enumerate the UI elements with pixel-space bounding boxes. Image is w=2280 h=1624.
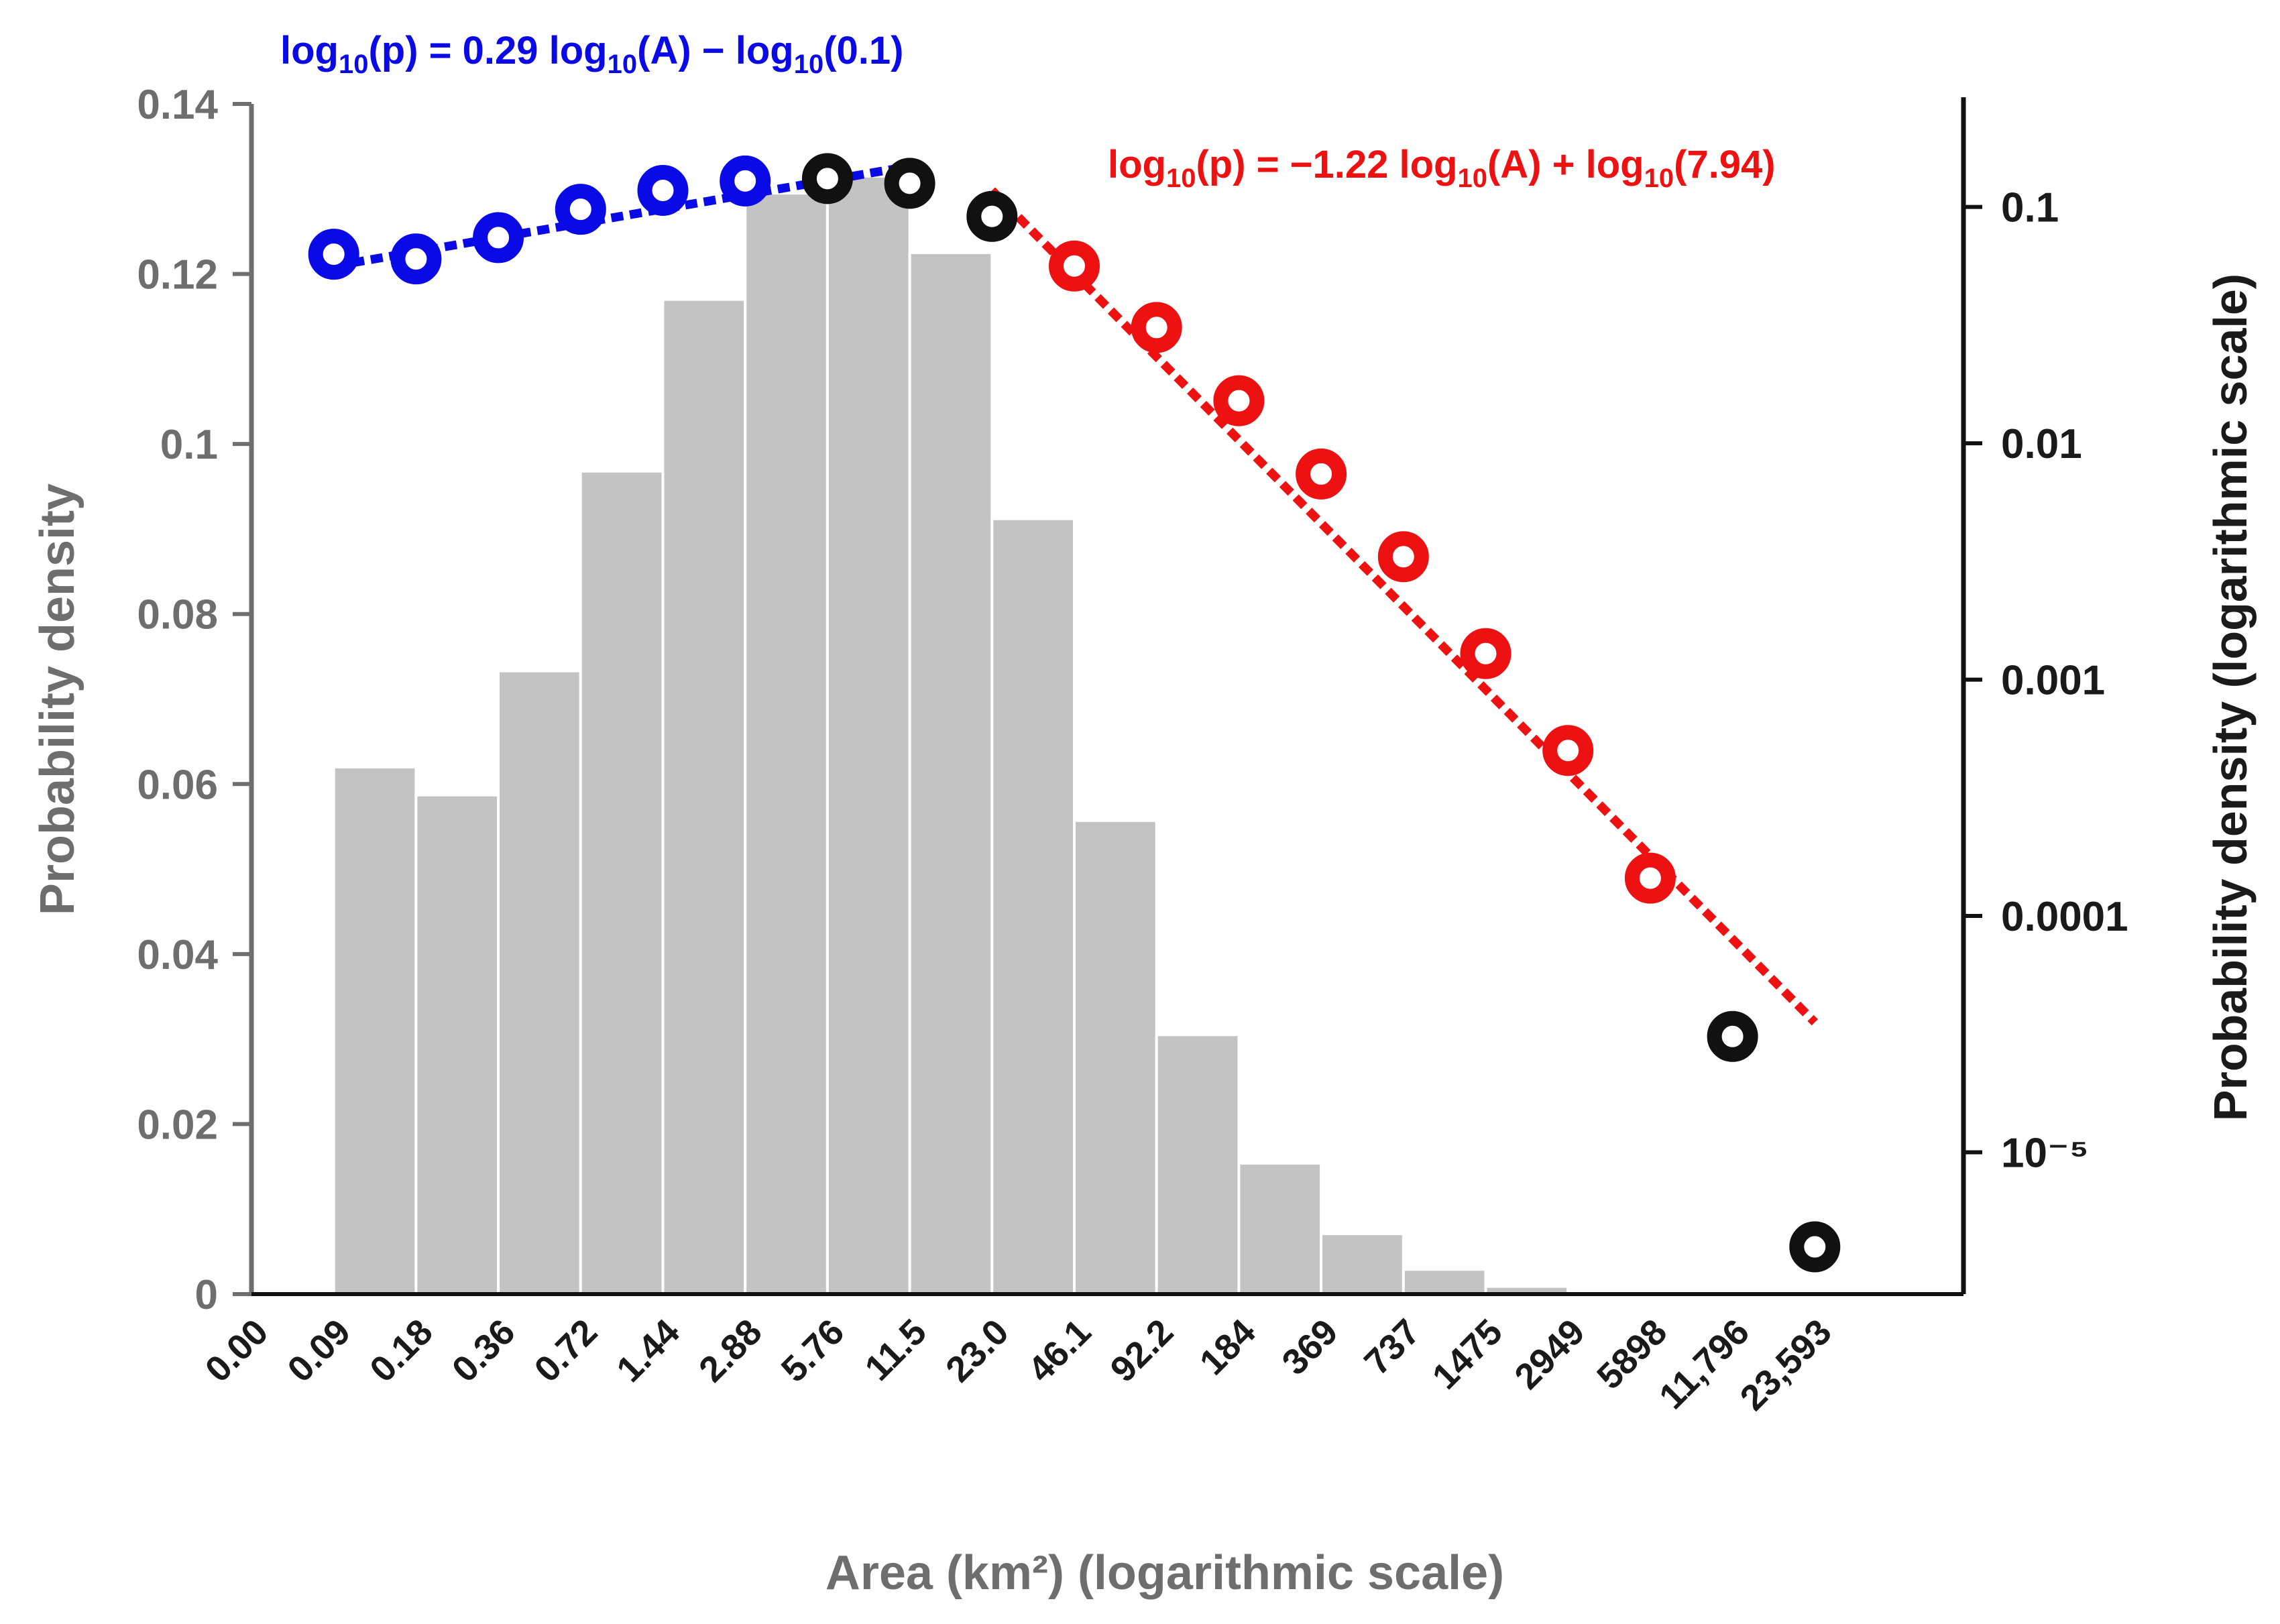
left-tick-label: 0.08	[137, 592, 218, 638]
histogram-bar	[908, 251, 994, 1295]
left-tick-label: 0.1	[160, 422, 218, 468]
x-tick-label: 23.0	[938, 1312, 1017, 1390]
blue-eq-pre: log	[280, 29, 339, 72]
scatter-point	[1213, 375, 1265, 426]
left-tick-label: 0.02	[137, 1102, 218, 1148]
histogram-bar	[579, 469, 665, 1296]
scatter-point	[884, 158, 935, 209]
histogram-bar	[661, 298, 747, 1295]
left-tick-label: 0.14	[137, 82, 218, 128]
x-tick-label: 1.44	[609, 1312, 687, 1390]
right-tick-label: 0.001	[2001, 658, 2105, 704]
scatter-point	[1789, 1221, 1841, 1273]
scatter-point	[720, 155, 771, 207]
red-eq-mid1: (p) = −1.22 log	[1196, 143, 1457, 186]
x-tick-label: 0.72	[527, 1312, 606, 1390]
red-eq-pre: log	[1108, 143, 1166, 186]
scatter-point	[308, 229, 359, 280]
red-fit-equation: log10(p) = −1.22 log10(A) + log10(7.94)	[1108, 143, 1776, 193]
red-eq-sub3: 10	[1644, 164, 1674, 193]
right-tick-label: 0.01	[2001, 421, 2082, 467]
blue-eq-sub2: 10	[608, 50, 638, 79]
histogram-bar	[1237, 1161, 1323, 1295]
right-y-axis: 0.1 0.01 0.001 0.0001 10⁻⁵	[1961, 97, 2128, 1294]
histogram-bar	[332, 765, 418, 1295]
histogram-bar	[1073, 819, 1158, 1295]
scatter-point	[801, 153, 853, 205]
scatter-point	[1542, 725, 1594, 776]
left-tick-label: 0.04	[137, 932, 218, 978]
blue-eq-sub3: 10	[794, 50, 824, 79]
red-eq-mid2: (A) + log	[1487, 143, 1644, 186]
histogram-bar	[1402, 1268, 1487, 1296]
scatter-point	[1377, 531, 1429, 583]
x-tick-label: 0.00	[198, 1312, 276, 1390]
histogram-bar	[744, 192, 829, 1295]
right-y-axis-label: Probability density (logarithmic scale)	[2204, 274, 2257, 1121]
scatter-point	[1131, 302, 1182, 353]
left-tick-label: 0.06	[137, 762, 218, 808]
fit-line	[988, 187, 1818, 1026]
red-eq-sub2: 10	[1457, 164, 1487, 193]
scatter-point	[1707, 1010, 1758, 1062]
x-tick-label: 46.1	[1021, 1312, 1099, 1390]
x-tick-label: 0.09	[280, 1312, 358, 1390]
x-tick-label: 92.2	[1102, 1312, 1181, 1390]
histogram-bar	[414, 793, 500, 1295]
histogram-bar	[825, 174, 911, 1296]
scatter-point	[555, 184, 606, 235]
left-tick-label: 0	[195, 1272, 218, 1318]
blue-eq-mid1: (p) = 0.29 log	[368, 29, 607, 72]
x-tick-label: 11.5	[857, 1312, 934, 1389]
right-tick-label: 0.0001	[2001, 894, 2128, 940]
right-tick-label: 0.1	[2001, 185, 2059, 231]
scatter-points	[308, 153, 1841, 1273]
scatter-point	[1460, 628, 1512, 679]
scatter-point	[390, 233, 442, 285]
histogram-bars	[332, 174, 1899, 1296]
x-tick-label: 23,593	[1733, 1312, 1839, 1418]
x-tick-label: 369	[1274, 1312, 1345, 1383]
red-eq-sub1: 10	[1166, 164, 1196, 193]
right-tick-label: 10⁻⁵	[2001, 1130, 2089, 1177]
blue-fit-equation: log10(p) = 0.29 log10(A) − log10(0.1)	[280, 29, 903, 79]
x-tick-label: 11,796	[1652, 1312, 1757, 1417]
x-tick-label: 0.36	[445, 1312, 523, 1390]
red-eq-post: (7.94)	[1674, 143, 1776, 186]
x-tick-label: 737	[1357, 1312, 1428, 1383]
scatter-point	[473, 212, 524, 264]
left-tick-label: 0.12	[137, 252, 218, 298]
scatter-point	[637, 164, 689, 216]
scatter-point	[1624, 852, 1676, 904]
histogram-bar	[1320, 1232, 1405, 1296]
left-y-axis: 0 0.02 0.04 0.06 0.08 0.1 0.12 0.14	[137, 82, 254, 1318]
blue-eq-mid2: (A) − log	[637, 29, 794, 72]
x-tick-label: 5.76	[774, 1312, 852, 1390]
left-y-axis-label: Probability density	[31, 483, 84, 915]
x-tick-label: 184	[1192, 1312, 1263, 1383]
scatter-point	[1296, 448, 1347, 500]
histogram-bar	[990, 517, 1076, 1296]
histogram-bar	[497, 669, 582, 1295]
x-tick-label: 2.88	[691, 1312, 770, 1390]
x-tick-label: 2949	[1507, 1312, 1592, 1397]
scatter-point	[966, 190, 1018, 242]
blue-eq-sub1: 10	[339, 50, 369, 79]
x-tick-label: 0.18	[362, 1312, 441, 1390]
histogram-bar	[1155, 1033, 1241, 1296]
x-axis-label: Area (km²) (logarithmic scale)	[825, 1546, 1504, 1600]
blue-eq-post: (0.1)	[823, 29, 903, 72]
x-axis: 0.00 0.09 0.18 0.36 0.72 1.44 2.88 5.76 11.5 23.0…	[198, 1292, 1963, 1418]
scatter-point	[1049, 240, 1100, 292]
x-tick-label: 1475	[1425, 1312, 1510, 1397]
